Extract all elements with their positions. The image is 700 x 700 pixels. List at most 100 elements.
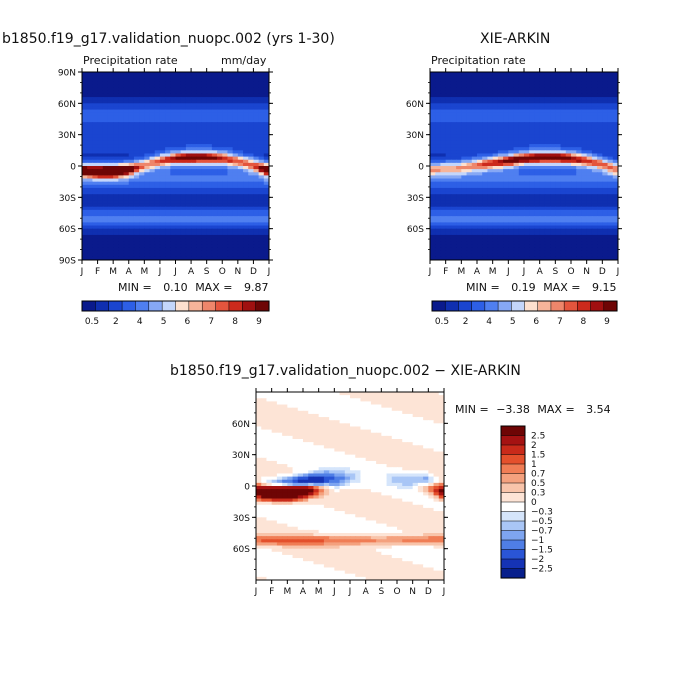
panel3-cell — [391, 432, 398, 437]
panel1-cell — [258, 175, 265, 180]
panel2-cell — [571, 72, 577, 76]
panel2-cell — [440, 213, 447, 217]
panel2-cell — [456, 181, 462, 186]
panel3-cell — [271, 432, 278, 437]
panel2-cell — [492, 156, 499, 161]
panel2-cell — [461, 178, 468, 183]
panel3-cell — [397, 432, 403, 437]
panel2-cell — [466, 169, 473, 173]
panel2-cell — [440, 181, 447, 186]
panel2-cell — [607, 219, 614, 223]
panel3-cell — [334, 392, 341, 396]
panel2-cell — [571, 87, 577, 92]
panel2-cell — [487, 219, 494, 223]
panel1-cell — [237, 197, 244, 202]
panel1-cell — [92, 175, 99, 180]
panel2-cell — [534, 250, 541, 255]
panel1-cell — [191, 90, 197, 95]
panel3-cell — [276, 398, 283, 402]
panel3-cell — [329, 410, 335, 415]
panel2-cell — [529, 87, 536, 92]
panel1-cell — [165, 131, 171, 136]
panel2-cell — [466, 162, 473, 167]
panel2-cell — [539, 128, 546, 133]
panel2-cell — [560, 184, 567, 189]
panel1-cell — [196, 228, 203, 233]
panel1-cell — [253, 216, 260, 220]
panel1-cell — [102, 178, 109, 183]
panel1-cell — [185, 72, 192, 76]
panel3-cell — [323, 435, 330, 440]
panel2-min-value: 0.19 — [511, 281, 536, 294]
panel2-cell — [539, 87, 546, 92]
panel2-cell — [560, 131, 567, 136]
panel1-cell — [97, 197, 104, 202]
panel1-cell — [180, 181, 187, 186]
panel3-cell — [423, 435, 429, 440]
panel2-cell — [529, 216, 536, 220]
panel1-cell — [263, 122, 269, 126]
panel2-cell — [492, 147, 499, 151]
panel2-cell — [435, 256, 442, 260]
panel1-cell — [232, 131, 239, 136]
panel2-cell — [612, 184, 618, 189]
panel2-cell — [466, 137, 473, 142]
panel3-cell — [297, 413, 304, 418]
panel1-cell — [201, 153, 208, 158]
panel1-cell — [222, 144, 229, 148]
panel2-cell — [466, 231, 473, 236]
panel2-cell — [487, 206, 494, 211]
panel1-cell — [232, 87, 239, 92]
panel1-cell — [237, 184, 244, 189]
panel1-cell — [227, 131, 234, 136]
panel1-cell — [232, 194, 239, 198]
panel2-cell — [487, 119, 494, 123]
panel2-cell — [456, 159, 462, 164]
panel2-cell — [607, 206, 614, 211]
panel2-cell — [445, 112, 452, 117]
panel1-cell — [217, 159, 223, 164]
panel3-cell — [412, 423, 419, 428]
panel3-cell — [308, 395, 315, 399]
panel1-cell — [97, 187, 104, 192]
panel1-cell — [107, 106, 114, 111]
panel1-cell — [180, 81, 187, 86]
panel2-cell — [571, 125, 577, 129]
panel2-cell — [555, 90, 562, 95]
panel3-cell — [318, 413, 325, 418]
panel1-cell — [227, 87, 234, 92]
panel1-cell — [237, 84, 244, 89]
panel2-cell — [571, 115, 577, 120]
panel3-cell — [365, 398, 372, 402]
panel1-cell — [149, 144, 156, 148]
panel2-cell — [607, 75, 614, 79]
panel3-cell — [271, 445, 278, 449]
panel3-cell — [323, 404, 330, 409]
panel1-cell — [175, 203, 182, 208]
panel2-cell — [477, 150, 483, 155]
panel1-cell — [97, 122, 104, 126]
panel3-cell — [381, 432, 388, 437]
panel1-cell — [258, 238, 265, 242]
panel2-cell — [450, 200, 457, 205]
panel1-cell — [118, 241, 125, 245]
panel3-cell — [323, 417, 330, 421]
panel1-cell — [232, 140, 239, 145]
panel1-cell — [196, 128, 203, 133]
panel1-cell — [123, 153, 130, 158]
panel1-cell — [243, 112, 249, 117]
panel1-cell — [128, 156, 135, 161]
panel1-cell — [217, 203, 223, 208]
panel1-cell — [107, 147, 114, 151]
panel1-cell — [243, 93, 249, 98]
panel1-cell — [232, 187, 239, 192]
panel1-cell — [170, 78, 177, 82]
panel2-cell — [471, 197, 478, 202]
panel3-cell — [438, 410, 444, 415]
panel1-cell — [201, 222, 208, 227]
panel1-cell — [263, 147, 269, 151]
panel1-cell — [87, 109, 93, 114]
panel2-cell — [461, 112, 468, 117]
panel1-cell — [263, 100, 269, 104]
panel2-cell — [513, 134, 520, 139]
